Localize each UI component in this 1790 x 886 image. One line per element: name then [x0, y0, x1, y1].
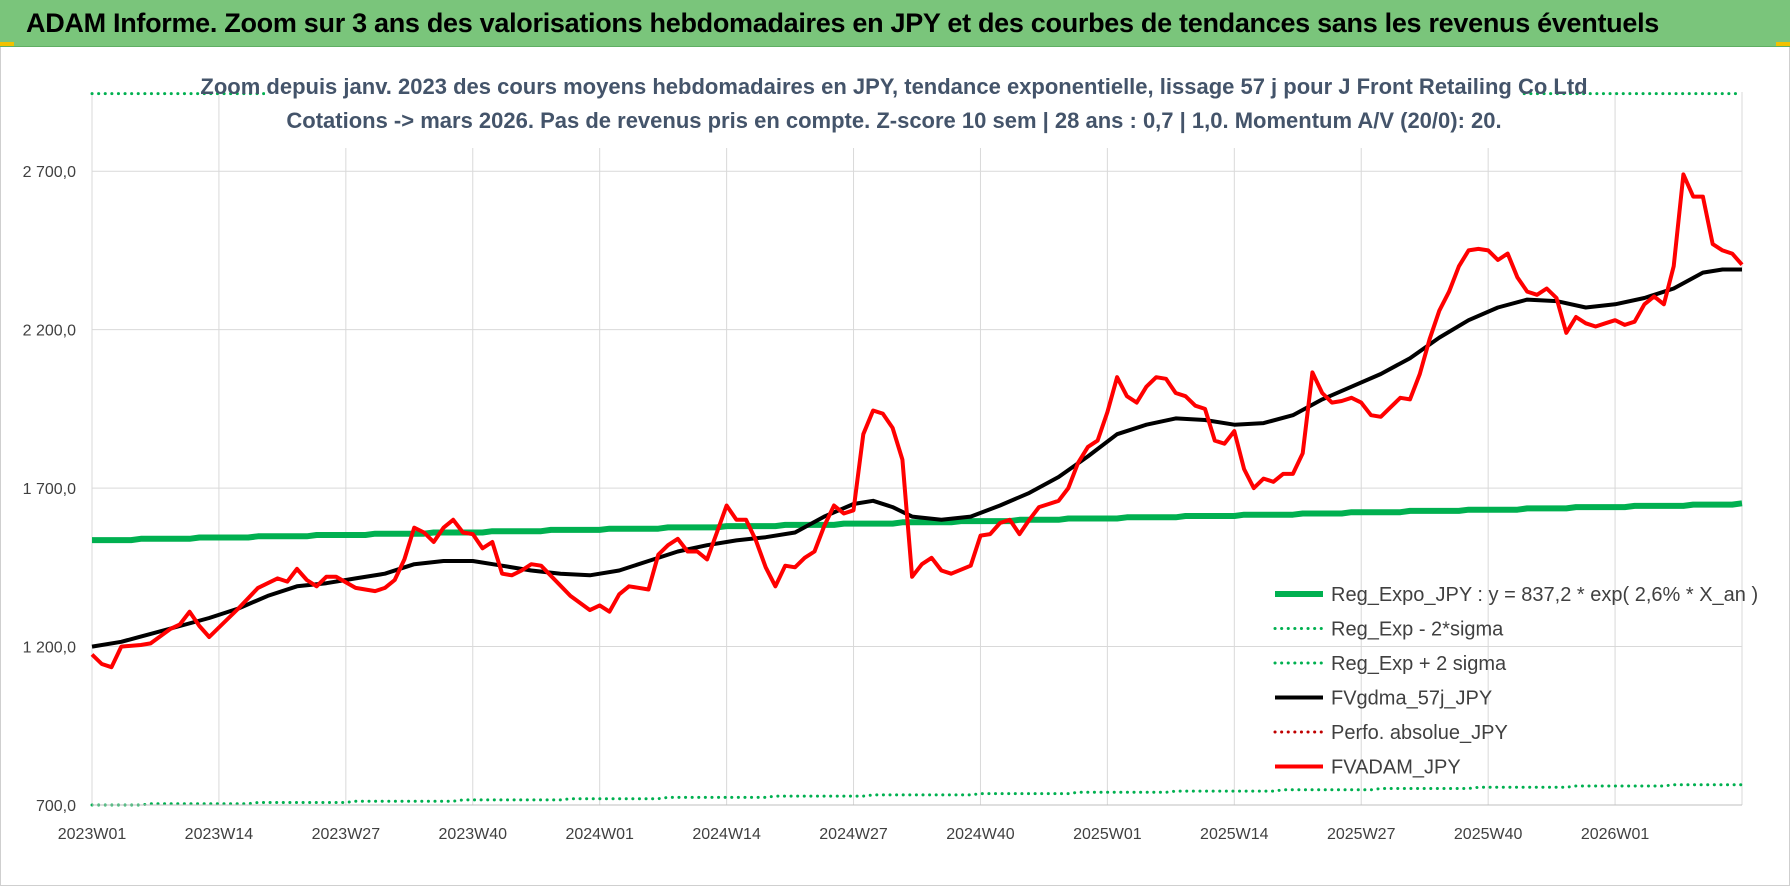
grid-layer [91, 92, 1743, 806]
legend-label: FVgdma_57j_JPY [1331, 688, 1492, 710]
legend-label: Reg_Exp - 2*sigma [1331, 619, 1504, 641]
x-tick-label: 2025W01 [1073, 826, 1142, 843]
y-tick-label: 2 200,0 [23, 323, 76, 340]
x-tick-label: 2024W27 [819, 826, 888, 843]
series-line-3 [91, 267, 1742, 649]
y-tick-label: 1 700,0 [23, 481, 76, 498]
series-line-5 [90, 172, 1744, 670]
x-tick-label: 2024W14 [692, 826, 761, 843]
chart-title-background [265, 62, 1520, 148]
report-banner: ADAM Informe. Zoom sur 3 ans des valoris… [0, 0, 1790, 47]
y-tick-label: 700,0 [36, 798, 76, 815]
series-line-1 [90, 783, 1744, 807]
legend-label: Reg_Expo_JPY : y = 837,2 * exp( 2,6% * X… [1331, 584, 1758, 606]
y-tick-label: 2 700,0 [23, 164, 76, 181]
legend: Reg_Expo_JPY : y = 837,2 * exp( 2,6% * X… [1273, 584, 1758, 779]
x-tick-label: 2024W40 [946, 826, 1015, 843]
x-tick-label: 2025W40 [1454, 826, 1523, 843]
series-line-0 [92, 500, 1743, 544]
series-layer [90, 92, 1744, 807]
legend-label: Reg_Exp + 2 sigma [1331, 653, 1507, 675]
x-tick-label: 2023W27 [312, 826, 381, 843]
x-tick-label: 2023W14 [185, 826, 254, 843]
chart-title-line-2: Cotations -> mars 2026. Pas de revenus p… [286, 108, 1501, 133]
x-tick-label: 2024W01 [565, 826, 634, 843]
x-tick-label: 2025W14 [1200, 826, 1269, 843]
x-tick-label: 2023W40 [439, 826, 508, 843]
x-tick-label: 2026W01 [1581, 826, 1650, 843]
axis-layer: 700,0 1 200,0 1 700,0 2 200,0 2 700,0 2023W01… [23, 164, 1742, 843]
y-tick-label: 1 200,0 [23, 640, 76, 657]
banner-corner-left-decoration [0, 42, 14, 46]
chart-title-block: Zoom depuis janv. 2023 des cours moyens … [200, 62, 1588, 148]
chart-title-line-1: Zoom depuis janv. 2023 des cours moyens … [200, 74, 1587, 99]
banner-corner-right-decoration [1776, 42, 1790, 46]
legend-label: Perfo. absolue_JPY [1331, 722, 1508, 744]
x-tick-label: 2023W01 [58, 826, 127, 843]
x-tick-label: 2025W27 [1327, 826, 1396, 843]
report-title: ADAM Informe. Zoom sur 3 ans des valoris… [26, 7, 1659, 38]
legend-label: FVADAM_JPY [1331, 757, 1461, 779]
